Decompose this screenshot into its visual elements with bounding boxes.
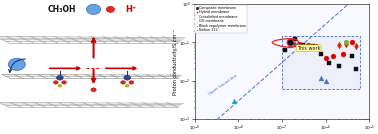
Circle shape — [62, 81, 67, 84]
Point — [349, 41, 355, 44]
Point — [326, 62, 332, 64]
Point — [300, 44, 306, 46]
Y-axis label: Proton conductivity/S cm⁻¹: Proton conductivity/S cm⁻¹ — [173, 29, 178, 94]
Circle shape — [91, 88, 96, 92]
Circle shape — [125, 84, 129, 87]
Point — [318, 77, 324, 79]
Point — [340, 53, 346, 55]
Legend: Composite membrane, Hybrid membrane, Crosslinked membrane, GO membrane, Block co: Composite membrane, Hybrid membrane, Cro… — [195, 5, 247, 33]
Point — [305, 46, 311, 48]
Circle shape — [87, 4, 101, 14]
Point — [296, 43, 302, 45]
Polygon shape — [282, 36, 359, 89]
Point — [287, 41, 293, 44]
Point — [292, 43, 298, 45]
Text: CH₃OH: CH₃OH — [48, 5, 76, 14]
Point — [305, 44, 311, 46]
Circle shape — [124, 75, 131, 80]
Point — [336, 44, 342, 46]
Circle shape — [8, 58, 25, 70]
Point — [292, 38, 298, 40]
Point — [287, 42, 293, 44]
Point — [349, 55, 355, 57]
Point — [353, 45, 359, 47]
Text: This work: This work — [293, 43, 321, 51]
Circle shape — [106, 6, 115, 12]
Point — [344, 41, 350, 44]
Point — [300, 45, 306, 47]
Point — [323, 80, 329, 82]
Point — [353, 68, 359, 70]
Point — [344, 43, 350, 45]
Point — [282, 49, 288, 51]
Circle shape — [53, 81, 58, 84]
Point — [323, 57, 329, 59]
Point — [313, 45, 319, 47]
Point — [231, 100, 237, 102]
Circle shape — [121, 81, 125, 84]
Point — [310, 45, 316, 47]
Point — [336, 64, 342, 67]
Point — [318, 53, 324, 55]
Point — [287, 44, 293, 46]
Text: Upper bound line: Upper bound line — [208, 74, 238, 96]
Point — [330, 55, 336, 57]
Text: H⁺: H⁺ — [125, 5, 136, 14]
Circle shape — [129, 81, 134, 84]
Circle shape — [58, 84, 62, 87]
Circle shape — [56, 75, 63, 80]
